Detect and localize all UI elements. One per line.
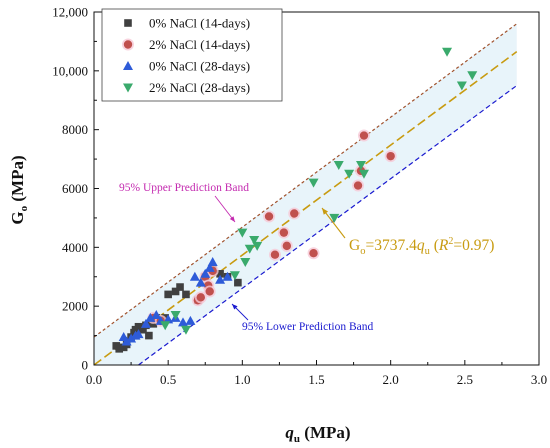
data-point (189, 271, 200, 281)
data-point (329, 213, 340, 223)
series-3 (118, 257, 233, 346)
data-point (145, 331, 153, 340)
data-point (442, 47, 453, 57)
data-point (151, 309, 162, 319)
legend-marker (123, 61, 133, 70)
data-point (134, 322, 143, 331)
data-point (171, 287, 180, 296)
data-point (133, 329, 144, 339)
data-point (170, 310, 181, 320)
legend-label: 2% NaCl (28-days) (149, 80, 250, 95)
legend: 0% NaCl (14-days) 2% NaCl (14-days) 0% NaC… (101, 8, 283, 102)
data-point (205, 287, 214, 296)
y-axis-ticks: 0 2000 4000 6000 8000 10,000 12,000 (52, 5, 99, 373)
y-tick-label: 0 (82, 358, 89, 373)
legend-marker (124, 19, 132, 27)
data-point (234, 278, 242, 287)
x-axis-ticks: 0.0 0.5 1.0 1.5 2.0 2.5 3.0 (86, 360, 547, 387)
series-4 (160, 47, 478, 335)
data-point (270, 250, 280, 259)
data-point (160, 321, 171, 331)
legend-label: 0% NaCl (14-days) (149, 16, 250, 31)
regression-fit-line (93, 51, 518, 366)
data-point (121, 336, 132, 346)
x-tick-label: 3.0 (531, 372, 547, 387)
lower-band-label: 95% Lower Prediction Band (242, 321, 374, 333)
data-point (456, 81, 467, 91)
y-tick-label: 6000 (62, 181, 88, 196)
data-point (252, 241, 263, 251)
data-point (386, 151, 395, 161)
legend-marker (123, 83, 133, 93)
data-point (282, 241, 292, 251)
data-point (195, 277, 206, 287)
data-point (309, 249, 318, 258)
data-point (359, 131, 369, 140)
data-point (204, 262, 215, 272)
x-tick-label: 2.0 (383, 372, 399, 387)
data-point (163, 314, 174, 324)
data-point (180, 325, 191, 335)
data-point (467, 71, 478, 81)
y-axis-title: Go (MPa) (8, 155, 30, 224)
data-point (237, 228, 248, 238)
data-point (353, 181, 363, 190)
data-point (115, 345, 124, 353)
data-point (207, 257, 218, 267)
equation-label: Go=3737.4qu (R2=0.97) (349, 236, 494, 257)
data-point (249, 235, 260, 245)
legend-item: 2% NaCl (14-days) (122, 37, 250, 52)
data-point (290, 209, 299, 218)
data-point (244, 244, 255, 254)
data-point (164, 290, 172, 299)
y-tick-label: 10,000 (52, 63, 88, 78)
x-tick-label: 0.0 (86, 372, 102, 387)
data-point (178, 317, 188, 327)
y-tick-label: 2000 (62, 299, 88, 314)
lower-band-arrowhead (232, 304, 238, 310)
legend-item: 0% NaCl (28-days) (123, 59, 250, 74)
data-point (200, 268, 211, 278)
data-point (176, 283, 184, 291)
data-point (126, 333, 137, 343)
x-axis-title: qu (MPa) (285, 423, 350, 445)
y-tick-label: 12,000 (52, 5, 88, 20)
data-point (222, 271, 233, 281)
legend-item: 2% NaCl (28-days) (123, 80, 250, 95)
data-point (279, 228, 289, 237)
y-tick-label: 4000 (62, 240, 88, 255)
lower-prediction-band-line (138, 85, 518, 366)
data-point (215, 274, 226, 284)
data-points (112, 47, 478, 353)
upper-band-label: 95% Upper Prediction Band (119, 182, 249, 194)
legend-box (101, 8, 283, 102)
data-point (240, 258, 251, 268)
x-tick-label: 1.5 (308, 372, 324, 387)
legend-marker (123, 40, 133, 49)
x-tick-label: 0.5 (160, 372, 176, 387)
upper-band-arrowhead (229, 216, 235, 222)
equation-arrowhead (322, 208, 329, 215)
data-point (333, 160, 344, 170)
x-tick-label: 1.0 (234, 372, 250, 387)
data-point (344, 169, 355, 179)
data-point (358, 169, 369, 179)
data-point (196, 293, 205, 302)
legend-label: 0% NaCl (28-days) (149, 59, 250, 74)
y-tick-label: 8000 (62, 122, 88, 137)
data-point (264, 212, 274, 221)
data-point (356, 160, 366, 170)
x-tick-label: 2.5 (457, 372, 473, 387)
data-point (308, 178, 319, 188)
data-point (216, 270, 224, 278)
data-point (185, 315, 196, 325)
data-point (145, 312, 156, 322)
data-point (182, 290, 190, 299)
legend-label: 2% NaCl (14-days) (149, 37, 250, 52)
legend-item: 0% NaCl (14-days) (124, 16, 250, 31)
data-point (140, 318, 151, 328)
data-point (229, 271, 240, 281)
data-point (139, 325, 147, 334)
